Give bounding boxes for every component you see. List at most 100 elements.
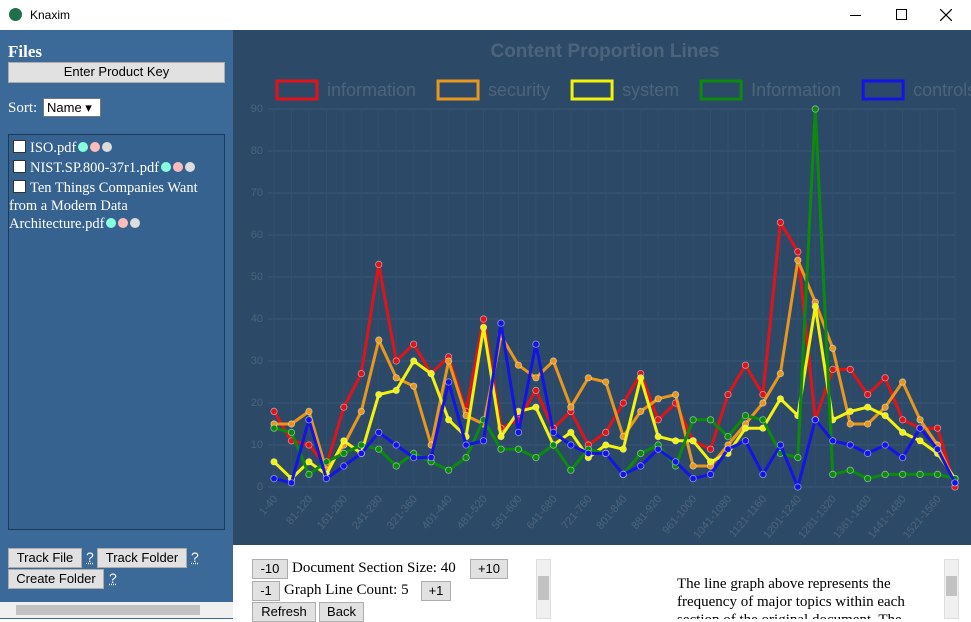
data-point [706,470,715,478]
file-name: ISO.pdf [30,140,77,156]
data-point [951,479,959,487]
minimize-button[interactable] [850,15,861,16]
data-point [479,323,488,331]
track-file-button[interactable]: Track File [8,548,82,568]
data-point [392,357,400,365]
data-point [497,319,505,327]
track-folder-button[interactable]: Track Folder [97,548,187,568]
y-tick-label: 40 [251,313,263,325]
data-point [427,453,435,462]
bottom-panel: -10 Document Section Size: 40 +10 -1 Gra… [233,545,971,622]
create-folder-button[interactable]: Create Folder [8,569,104,589]
help-link[interactable]: ? [86,549,94,565]
help-link[interactable]: ? [109,570,117,586]
data-point [829,470,837,478]
data-point [829,437,837,445]
y-tick-label: 0 [257,481,263,493]
data-point [846,365,854,373]
data-point [497,445,505,453]
sort-select[interactable]: Name ▾ [43,98,101,117]
data-point [392,462,400,470]
data-point [846,407,854,415]
data-point [532,386,540,394]
data-point [672,458,680,466]
data-point [654,416,662,424]
data-point [689,474,697,483]
data-point [654,395,662,403]
data-point [340,462,348,470]
maximize-button[interactable] [896,9,907,20]
close-button[interactable] [940,9,952,21]
data-point [567,428,575,436]
plus1-button[interactable]: +1 [421,581,451,601]
data-point [305,458,313,466]
data-point [270,407,278,415]
y-tick-label: 20 [251,397,263,409]
data-point [811,105,819,113]
data-point [287,420,296,428]
legend-swatch [699,79,743,101]
minus1-button[interactable]: -1 [252,581,280,601]
data-point [445,466,453,474]
data-point [899,470,907,478]
file-item[interactable]: ISO.pdf [13,139,113,157]
minus10-button[interactable]: -10 [252,559,288,579]
data-point [916,437,924,445]
legend-label: security [488,80,550,100]
data-point [532,340,540,348]
data-point [794,256,802,264]
back-button[interactable]: Back [319,602,364,622]
vertical-scrollbar[interactable] [944,559,959,619]
y-tick-label: 30 [251,355,263,367]
data-point [846,420,854,428]
description-text: The line graph above represents the freq… [677,576,905,619]
data-point [270,424,278,432]
y-tick-label: 10 [251,439,263,451]
vertical-scrollbar[interactable] [536,559,551,619]
data-point [270,458,278,466]
product-key-button[interactable]: Enter Product Key [8,62,225,83]
data-point [410,382,418,390]
scroll-thumb[interactable] [16,605,200,615]
data-point [532,374,540,382]
file-item[interactable]: Ten Things Companies Want from a Modern … [9,179,221,233]
data-point [514,445,523,453]
data-point [392,386,400,394]
data-point [602,428,610,436]
data-point [305,416,313,424]
data-point [514,361,523,369]
sort-label: Sort: [8,100,38,116]
data-point [689,437,697,445]
data-point [916,470,924,478]
data-point [706,445,715,453]
data-point [357,441,365,449]
legend-swatch [570,79,614,101]
data-point [637,462,645,470]
legend-label: Information [751,80,841,100]
data-point [881,403,889,411]
file-item[interactable]: NIST.SP.800-37r1.pdf [13,159,196,177]
data-point [846,466,854,474]
plus10-button[interactable]: +10 [470,559,508,579]
data-point [899,416,907,424]
data-point [567,441,575,449]
refresh-button[interactable]: Refresh [252,602,316,622]
help-link[interactable]: ? [191,549,199,565]
data-point [864,403,872,411]
series-line [273,321,957,489]
data-point [794,453,802,462]
data-point [445,357,453,365]
data-point [514,428,523,436]
data-point [654,445,662,453]
data-point [759,470,767,478]
data-point [776,395,784,403]
data-point [899,453,907,462]
data-point [392,441,400,449]
line-count-label: Graph Line Count: 5 [284,582,409,598]
data-point [322,474,330,483]
horizontal-scrollbar[interactable] [0,602,233,618]
data-point [689,462,697,470]
data-point [410,357,418,365]
data-point [706,416,715,424]
data-point [445,378,453,386]
